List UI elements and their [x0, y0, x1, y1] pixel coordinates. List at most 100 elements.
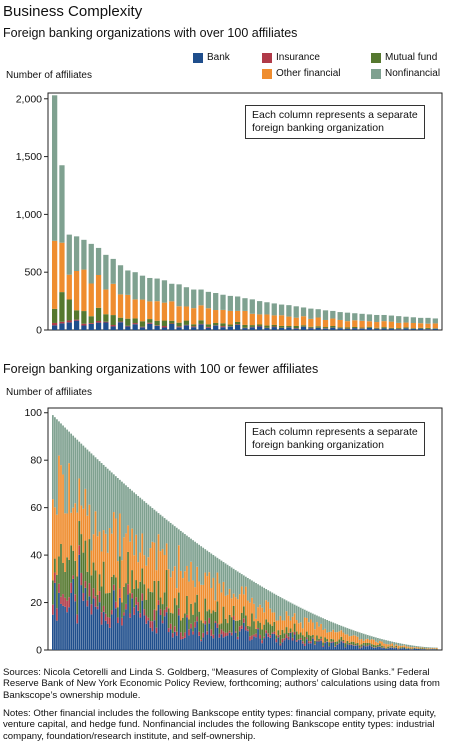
- panel2-bar-mutual-fund: [192, 614, 194, 632]
- panel2-bar-nonfinancial: [179, 530, 182, 571]
- panel2-bar-nonfinancial: [102, 464, 105, 531]
- panel1-bar-bank: [359, 328, 365, 330]
- panel1-bar-mutual-fund: [432, 328, 438, 329]
- panel2-bar-mutual-fund: [346, 640, 349, 644]
- panel2-bar-mutual-fund: [149, 591, 152, 622]
- panel2-bar-bank: [210, 635, 213, 650]
- panel2-bar-mutual-fund: [257, 621, 259, 628]
- panel2-bar-mutual-fund: [326, 639, 328, 642]
- panel1-ytick-label: 1,000: [16, 209, 42, 221]
- panel2-bar-nonfinancial: [70, 433, 73, 513]
- panel1-bar-insurance: [125, 325, 131, 327]
- panel2-bar-other-financial: [66, 513, 68, 558]
- panel1-bar-other-financial: [271, 315, 277, 325]
- panel2-bar-bank: [68, 607, 70, 650]
- panel2-bar-insurance: [108, 617, 111, 628]
- panel2-bar-mutual-fund: [218, 624, 221, 634]
- panel2-bar-bank: [330, 642, 333, 650]
- panel2-bar-bank: [165, 612, 168, 650]
- panel2-bar-bank: [322, 646, 324, 650]
- panel2-bar-mutual-fund: [385, 647, 387, 649]
- panel2-bar-nonfinancial: [224, 563, 227, 596]
- panel2-bar-nonfinancial: [285, 600, 288, 612]
- panel2-bar-mutual-fund: [370, 644, 373, 647]
- panel2-bar-bank: [86, 606, 89, 650]
- panel2-bar-bank: [242, 622, 245, 650]
- panel2-bar-other-financial: [265, 600, 268, 620]
- panel2-bar-nonfinancial: [54, 417, 56, 508]
- panel1-bar-mutual-fund: [110, 315, 116, 326]
- panel1-bar-mutual-fund: [205, 324, 212, 327]
- panel2-bar-insurance: [360, 646, 363, 648]
- panel2-bar-insurance: [92, 588, 95, 599]
- panel2-bar-insurance: [303, 643, 306, 646]
- panel1-bar-nonfinancial: [139, 275, 146, 300]
- panel1-bar-mutual-fund: [381, 327, 387, 329]
- panel2-bar-insurance: [202, 632, 205, 638]
- panel1-bar-mutual-fund: [249, 325, 255, 327]
- sources-note: Sources: Nicola Cetorelli and Linda S. G…: [3, 667, 440, 701]
- panel2-bar-bank: [92, 598, 95, 650]
- panel2-bar-nonfinancial: [245, 576, 247, 587]
- panel2-bar-bank: [299, 639, 302, 650]
- panel2-bar-bank: [340, 641, 343, 650]
- panel1-bar-insurance: [59, 321, 65, 324]
- panel2-bar-nonfinancial: [310, 612, 312, 620]
- panel2-bar-nonfinancial: [249, 579, 251, 603]
- panel1-bar-nonfinancial: [95, 247, 102, 276]
- panel2-bar-nonfinancial: [159, 514, 162, 552]
- panel2-bar-nonfinancial: [265, 589, 268, 601]
- panel2-bar-other-financial: [153, 542, 156, 581]
- panel1-bar-other-financial: [308, 318, 314, 327]
- panel2-bar-insurance: [98, 591, 101, 603]
- panel2-bar-mutual-fund: [236, 620, 239, 637]
- panel2-bar-other-financial: [299, 622, 302, 633]
- panel2-bar-bank: [173, 631, 176, 650]
- panel2-bar-nonfinancial: [314, 614, 316, 630]
- panel1-bar-nonfinancial: [59, 165, 65, 243]
- panel2-bar-bank: [104, 620, 107, 650]
- panel2-bar-other-financial: [218, 583, 221, 625]
- panel2-bar-mutual-fund: [112, 574, 115, 585]
- panel2-bar-mutual-fund: [360, 644, 363, 647]
- panel1-bar-other-financial: [161, 302, 168, 321]
- panel2-bar-other-financial: [389, 644, 391, 647]
- panel2-bar-nonfinancial: [125, 485, 127, 534]
- panel2-bar-insurance: [153, 609, 156, 621]
- panel1-bar-other-financial: [403, 322, 409, 328]
- panel2-bar-nonfinancial: [228, 566, 231, 589]
- panel2-bar-other-financial: [332, 629, 335, 640]
- panel1-bar-other-financial: [293, 317, 299, 326]
- panel2-bar-bank: [247, 631, 249, 650]
- panel1-bar-mutual-fund: [191, 324, 197, 327]
- panel2-ytick-label: 100: [24, 407, 42, 419]
- panel1-bar-other-financial: [66, 274, 72, 300]
- panel2-bar-insurance: [301, 641, 304, 644]
- panel2-bar-bank: [204, 624, 207, 650]
- panel2-bar-nonfinancial: [261, 586, 263, 608]
- panel1-bar-mutual-fund: [103, 314, 109, 322]
- panel1-bar-bank: [322, 328, 329, 330]
- panel2-bar-other-financial: [247, 600, 249, 626]
- panel1-bar-nonfinancial: [418, 317, 424, 324]
- panel2-bar-bank: [407, 648, 410, 650]
- panel2-bar-insurance: [230, 632, 233, 636]
- panel2-bar-nonfinancial: [330, 621, 333, 632]
- panel2-bar-mutual-fund: [175, 605, 178, 632]
- panel2-bar-nonfinancial: [299, 607, 302, 623]
- panel2-bar-nonfinancial: [216, 557, 219, 573]
- panel1-bar-other-financial: [249, 313, 255, 326]
- panel1-bar-mutual-fund: [132, 318, 138, 324]
- panel2-bar-mutual-fund: [133, 588, 135, 608]
- panel2-bar-mutual-fund: [253, 621, 255, 635]
- panel2-bar-mutual-fund: [379, 643, 381, 647]
- panel2-bar-bank: [295, 641, 298, 650]
- panel1-bar-other-financial: [286, 316, 292, 327]
- panel1-bar-nonfinancial: [213, 293, 219, 311]
- panel2-bar-other-financial: [88, 504, 91, 540]
- panel2-bar-bank: [356, 645, 359, 650]
- panel1-bar-other-financial: [264, 314, 270, 326]
- panel2-ytick-label: 20: [30, 597, 42, 609]
- panel2-bar-mutual-fund: [293, 623, 296, 632]
- panel2-bar-other-financial: [190, 561, 192, 604]
